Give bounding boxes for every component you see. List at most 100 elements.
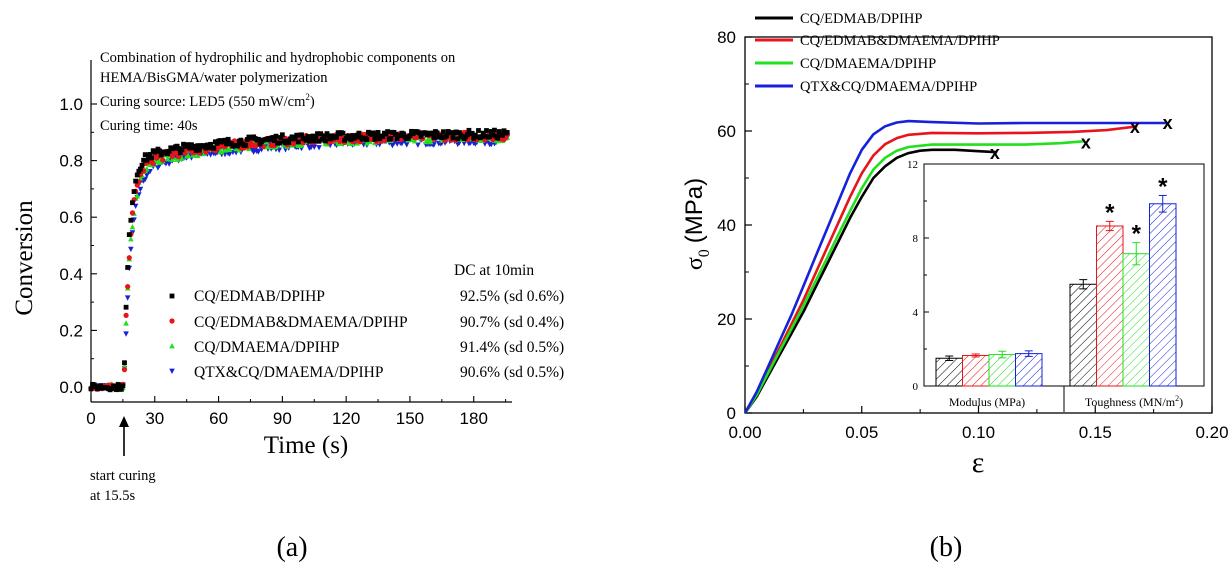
curve-qtx-cq-dmaema-dpihp xyxy=(743,119,1168,414)
data-point xyxy=(176,154,182,160)
data-point xyxy=(195,143,201,149)
data-point xyxy=(484,128,489,133)
data-point xyxy=(123,320,129,326)
inset-y-tick-label: 12 xyxy=(907,159,918,171)
series-cq-edmab-dpihp xyxy=(88,127,510,393)
data-point xyxy=(313,134,319,140)
data-point xyxy=(393,131,398,137)
b-y-tick-label: 0 xyxy=(727,404,736,423)
data-point xyxy=(228,141,234,146)
data-point xyxy=(149,155,154,161)
data-point xyxy=(128,246,134,253)
data-point xyxy=(114,387,119,393)
a-x-tick-label: 180 xyxy=(460,409,488,428)
data-point xyxy=(125,283,131,290)
data-point xyxy=(112,383,118,389)
legend-marker-cq-edmab-dmaema-dpihp xyxy=(169,318,175,324)
data-point xyxy=(429,131,435,137)
a-y-tick-label: 0.0 xyxy=(59,378,83,397)
inset-category-label-1: Modulus (MPa) xyxy=(949,395,1025,409)
data-point xyxy=(142,152,148,158)
curve-cq-edmab-dmaema-dpihp xyxy=(743,125,1138,414)
inset-y-ticks: 0 4 8 12 xyxy=(907,159,929,393)
curve-cq-edmab-dpihp xyxy=(743,148,998,414)
data-point xyxy=(474,134,480,140)
data-point xyxy=(496,129,502,134)
data-point xyxy=(364,137,370,143)
significance-star: * xyxy=(1105,199,1115,226)
panel-a-start-annotation: start curing at 15.5s xyxy=(90,416,156,504)
data-point xyxy=(308,136,314,142)
panel-a-x-axis-label: Time (s) xyxy=(264,432,349,459)
panel-b-x-axis-label: ε xyxy=(972,446,985,479)
bar-cq-dmaema-dpihp xyxy=(1122,253,1150,387)
data-point xyxy=(192,143,198,149)
data-point xyxy=(319,136,325,142)
inset-group-toughness-mn-m2: * * * xyxy=(1069,173,1177,387)
data-point xyxy=(403,142,410,148)
legend-markers xyxy=(169,293,175,374)
a-y-tick-label: 0.4 xyxy=(59,265,83,284)
data-point xyxy=(226,146,233,153)
failure-marker-cq-dmaema-dpihp: x xyxy=(1081,132,1091,152)
data-point xyxy=(461,140,467,147)
start-curing-arrowhead xyxy=(119,416,129,427)
data-point xyxy=(121,363,128,369)
data-point xyxy=(208,141,214,147)
data-point xyxy=(142,176,149,183)
data-point xyxy=(273,133,279,139)
data-point xyxy=(147,152,153,157)
b-x-tick-label: 0.05 xyxy=(845,423,878,442)
b-y-tick-label: 80 xyxy=(717,28,736,47)
data-point xyxy=(139,162,145,168)
data-point xyxy=(256,136,261,142)
panel-b-inset: 0 4 8 12 * * * Modulus (MPa) Toughness (MN/m2… xyxy=(907,159,1205,412)
panel-a-curing-source: Curing source: LED5 (550 mW/cm2) xyxy=(100,92,315,110)
data-point xyxy=(150,161,156,167)
data-point xyxy=(271,138,277,144)
data-point xyxy=(176,146,182,151)
bar-cq-edmab-dpihp xyxy=(935,357,963,387)
data-point xyxy=(128,217,134,223)
b-x-tick-label: 0.20 xyxy=(1195,423,1228,442)
data-point xyxy=(131,189,137,194)
failure-marker-cq-edmab-dmaema-dpihp: x xyxy=(1130,117,1140,137)
a-y-tick-label: 0.6 xyxy=(59,208,83,227)
data-point xyxy=(321,133,327,139)
bar-cq-dmaema-dpihp xyxy=(988,354,1016,387)
data-point xyxy=(270,135,276,140)
data-point xyxy=(388,136,394,141)
panel-b-legend: CQ/EDMAB/DPIHP CQ/EDMAB&DMAEMA/DPIHP CQ/… xyxy=(755,11,1000,95)
data-point xyxy=(120,383,126,389)
legend-b-label-4: QTX&CQ/DMAEMA/DPIHP xyxy=(800,79,977,95)
data-point xyxy=(482,133,488,139)
data-point xyxy=(377,136,383,142)
b-y-tick-label: 40 xyxy=(717,216,736,235)
data-point xyxy=(439,135,445,141)
data-point xyxy=(476,128,481,133)
failure-marker-cq-edmab-dpihp: x xyxy=(990,143,1000,163)
data-point xyxy=(164,155,171,162)
data-point xyxy=(495,135,501,141)
data-point xyxy=(383,131,389,137)
legend-marker-cq-dmaema-dpihp xyxy=(169,343,175,349)
inset-y-tick-label: 0 xyxy=(913,381,919,393)
legend-name-2: CQ/EDMAB&DMAEMA/DPIHP xyxy=(194,314,408,331)
data-point xyxy=(179,147,185,153)
data-point xyxy=(450,135,456,141)
data-point xyxy=(292,136,298,142)
data-point xyxy=(235,143,241,149)
inset-y-tick-label: 8 xyxy=(913,233,919,245)
b-x-tick-label: 0.00 xyxy=(728,423,761,442)
data-point xyxy=(295,139,301,145)
data-point xyxy=(441,129,446,135)
data-point xyxy=(177,150,183,156)
bar-cq-edmab-dmaema-dpihp xyxy=(1096,225,1124,387)
data-point xyxy=(303,137,309,143)
data-point xyxy=(305,134,311,139)
data-point xyxy=(315,131,320,137)
panel-a-title-line-1: Combination of hydrophilic and hydrophob… xyxy=(100,50,456,66)
data-point xyxy=(449,130,454,135)
data-point xyxy=(88,386,94,392)
data-point xyxy=(316,138,322,144)
